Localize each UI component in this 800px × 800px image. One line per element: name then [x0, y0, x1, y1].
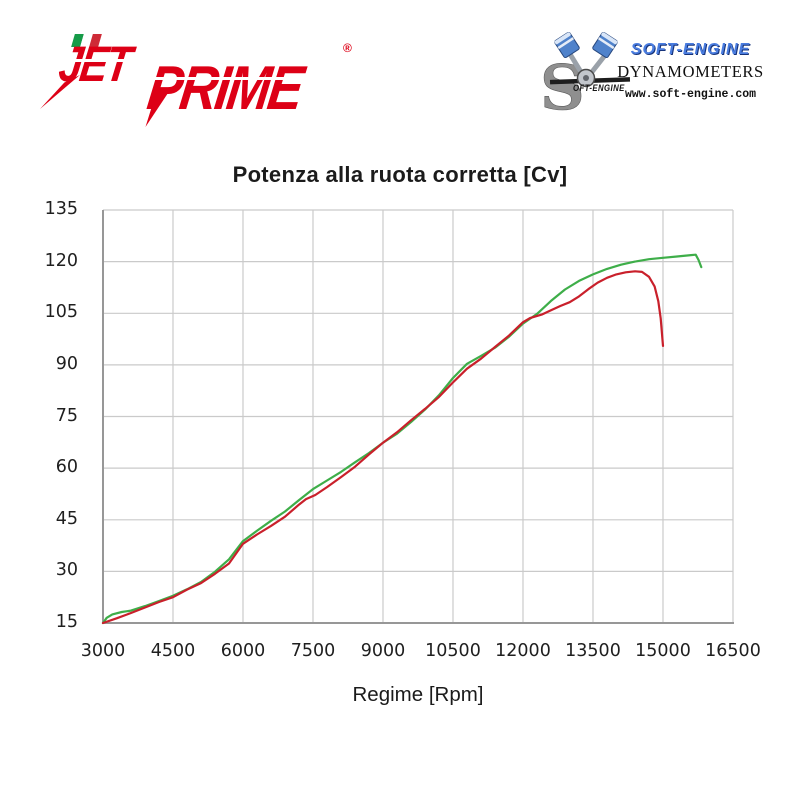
- y-tick-label: 135: [44, 199, 78, 219]
- x-tick-label: 6000: [220, 641, 266, 661]
- x-tick-label: 15000: [635, 641, 691, 661]
- series-red-run-line: [101, 270, 665, 625]
- x-tick-label: 3000: [80, 641, 126, 661]
- y-tick-label: 60: [55, 457, 78, 478]
- chart-title: Potenza alla ruota corretta [Cv]: [232, 162, 568, 187]
- x-tick-label: 9000: [360, 641, 406, 661]
- series-green-run-line: [101, 253, 703, 625]
- registered-trademark-icon: ®: [343, 41, 352, 55]
- x-tick-label: 16500: [705, 641, 761, 661]
- x-tick-label: 13500: [565, 641, 621, 661]
- x-axis-title: Regime [Rpm]: [352, 683, 484, 706]
- x-tick-label: 7500: [290, 641, 336, 661]
- y-tick-label: 15: [55, 612, 78, 632]
- softengine-logo: S OFT-ENGINE SOFT-ENGINE DYNAMOMETERS ww…: [540, 28, 775, 114]
- v-twin-pistons-icon: S: [540, 31, 631, 114]
- y-tick-label: 45: [55, 508, 78, 529]
- y-tick-label: 30: [55, 560, 78, 581]
- x-tick-label: 4500: [150, 641, 196, 661]
- softengine-subtitle: DYNAMOMETERS: [617, 62, 764, 81]
- jetprime-logo: JET PRIME ®: [40, 25, 360, 127]
- softengine-url: www.soft-engine.com: [624, 88, 757, 101]
- x-tick-label: 12000: [495, 641, 551, 661]
- y-tick-label: 90: [55, 353, 78, 374]
- y-tick-label: 75: [55, 405, 78, 426]
- y-tick-label: 105: [44, 302, 78, 323]
- y-tick-label: 120: [44, 250, 78, 271]
- softengine-icon-caption: OFT-ENGINE: [573, 83, 625, 94]
- x-tick-label: 10500: [425, 641, 481, 661]
- softengine-brand-text: SOFT-ENGINE: [630, 41, 751, 58]
